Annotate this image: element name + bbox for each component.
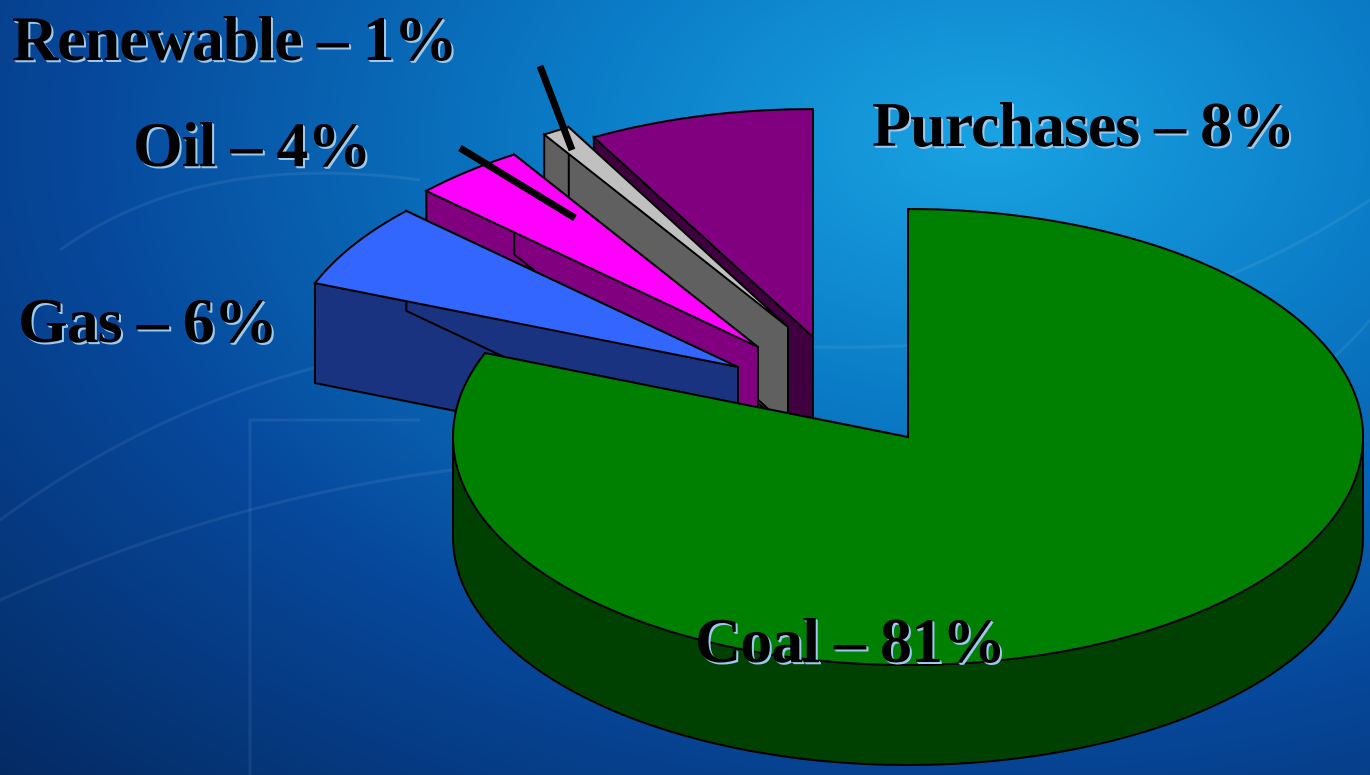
slice-coal xyxy=(452,207,1364,666)
pie-top-layer xyxy=(313,107,1364,666)
slice-label-oil: Oil – 4% xyxy=(133,109,371,180)
slice-oil xyxy=(424,153,759,348)
leader-line-oil xyxy=(458,145,577,221)
slice-gas xyxy=(313,209,739,368)
slice-label-renewable: Renewable – 1% xyxy=(12,3,458,74)
slice-renewable xyxy=(542,126,789,328)
slice-purchases xyxy=(591,107,814,340)
leader-lines xyxy=(458,64,577,221)
leader-line-renewable xyxy=(536,64,576,152)
slice-label-coal: Coal – 81% xyxy=(695,605,1006,676)
slice-label-purchases: Purchases – 8% xyxy=(872,89,1295,160)
slice-label-gas: Gas – 6% xyxy=(18,285,278,356)
